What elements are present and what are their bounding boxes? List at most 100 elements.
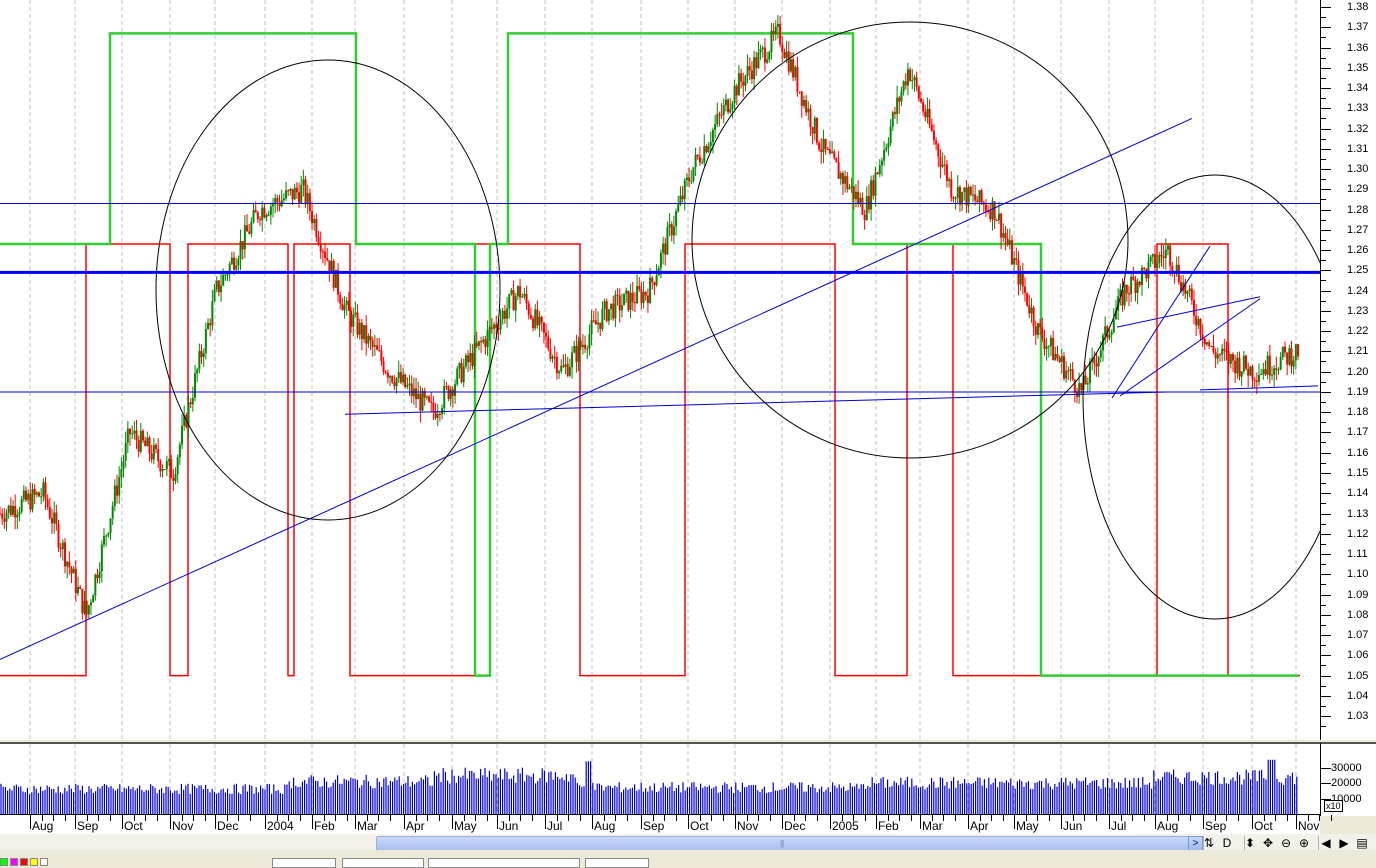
volume-panel[interactable] [0, 742, 1320, 816]
candle-body [772, 30, 775, 34]
toolbar-dropdown[interactable] [428, 858, 580, 868]
date-minor-tick [86, 815, 88, 821]
price-tick [1321, 635, 1331, 637]
candle-body [432, 402, 435, 412]
price-label: 1.21 [1347, 345, 1369, 358]
candle-body [1268, 355, 1271, 376]
candle-body [763, 47, 766, 63]
toolbar-dropdown[interactable] [585, 858, 649, 868]
candle-body [740, 73, 743, 82]
price-label: 1.33 [1347, 102, 1369, 115]
scrollbar-grip: ||| [780, 839, 784, 848]
candle-body [644, 292, 647, 296]
date-label: Oct [124, 819, 143, 833]
date-minor-tick [1286, 815, 1288, 821]
price-minor-tick [1321, 219, 1326, 221]
date-tick [1203, 815, 1204, 829]
date-minor-tick [1178, 815, 1179, 821]
price-label: 1.03 [1347, 710, 1369, 723]
candle-body [1292, 360, 1295, 367]
candle-body [243, 225, 246, 250]
candle-body [484, 339, 487, 347]
price-label: 1.12 [1347, 527, 1369, 540]
toolbar-dropdown[interactable] [342, 858, 424, 868]
candle-body [57, 523, 60, 548]
candle-body [358, 322, 361, 335]
candle-body [467, 355, 470, 363]
candle-body [835, 157, 838, 163]
ellipse-annotation [155, 59, 501, 521]
candle-body [683, 180, 686, 200]
candle-body [181, 425, 184, 445]
candle-body [627, 290, 630, 310]
price-minor-tick [1321, 118, 1326, 120]
price-chart-panel[interactable] [0, 0, 1320, 740]
candle-body [679, 195, 682, 205]
period-d-icon[interactable]: D [1222, 836, 1232, 850]
candle-body [1153, 254, 1156, 268]
candle-body [720, 114, 723, 116]
color-swatch[interactable] [0, 858, 8, 866]
candle-body [1197, 318, 1200, 326]
toolbar-dropdown[interactable] [272, 858, 336, 868]
color-swatch[interactable] [30, 858, 38, 866]
candle-body [976, 200, 979, 203]
candle-body [768, 52, 771, 60]
price-chart-canvas[interactable] [0, 0, 1320, 740]
date-label: Aug [1157, 819, 1179, 833]
candle-body [859, 197, 862, 203]
scroll-right-button[interactable]: > [1188, 836, 1203, 851]
zoom-in-icon[interactable]: ⊕ [1298, 836, 1310, 850]
candle-body [579, 341, 582, 348]
candle-body [168, 459, 171, 462]
date-minor-tick [486, 815, 488, 821]
price-tick [1321, 169, 1331, 171]
vertical-scale-icon[interactable]: ⬍ [1244, 836, 1256, 850]
candle-body [599, 322, 602, 329]
candle-body [1, 513, 4, 519]
date-minor-tick [652, 815, 654, 821]
ellipse-annotation [691, 21, 1129, 459]
candle-body [692, 167, 695, 181]
candle-body [638, 286, 641, 290]
candle-body [618, 295, 621, 311]
scroll-left-icon[interactable]: ◀ [1321, 836, 1331, 850]
date-minor-tick [793, 815, 795, 821]
price-minor-tick [1321, 665, 1326, 667]
candle-body [757, 52, 760, 68]
date-minor-tick [979, 815, 981, 821]
date-tick [876, 815, 877, 829]
price-tick [1321, 493, 1331, 495]
candle-body [189, 402, 192, 405]
volume-axis: 30000 20000 10000 [1320, 742, 1376, 816]
candle-body [152, 445, 155, 460]
candle-body [447, 386, 450, 400]
move-icon[interactable]: ✥ [1262, 836, 1274, 850]
candle-body [1210, 345, 1213, 347]
color-swatch[interactable] [20, 858, 28, 866]
candle-body [815, 117, 818, 143]
candle-body [1221, 348, 1224, 355]
candle-body [233, 257, 236, 270]
candle-body [341, 303, 344, 311]
candle-body [1218, 354, 1221, 356]
candle-body [235, 265, 238, 270]
candle-body [27, 493, 30, 501]
zoom-out-icon[interactable]: ⊖ [1280, 836, 1292, 850]
candle-body [395, 378, 398, 387]
candle-body [70, 567, 73, 574]
color-swatch[interactable] [10, 858, 18, 866]
candle-body [321, 251, 324, 253]
scrollbar-thumb[interactable] [376, 836, 1202, 851]
properties-icon[interactable]: ▤ [1356, 836, 1368, 850]
date-label: Sep [643, 819, 665, 833]
candle-body [33, 488, 36, 495]
price-tick [1321, 513, 1331, 515]
scroll-right-icon[interactable]: ▶ [1339, 836, 1349, 850]
candle-body [499, 319, 502, 330]
refresh-icon[interactable]: ⇅ [1203, 836, 1215, 850]
candle-body [876, 172, 879, 175]
candle-body [761, 47, 764, 49]
price-axis[interactable]: 1.38 1.37 1.36 1.35 1.34 1.33 1.32 1.31 1.30 1.29… [1320, 0, 1376, 740]
color-swatch[interactable] [40, 858, 48, 866]
